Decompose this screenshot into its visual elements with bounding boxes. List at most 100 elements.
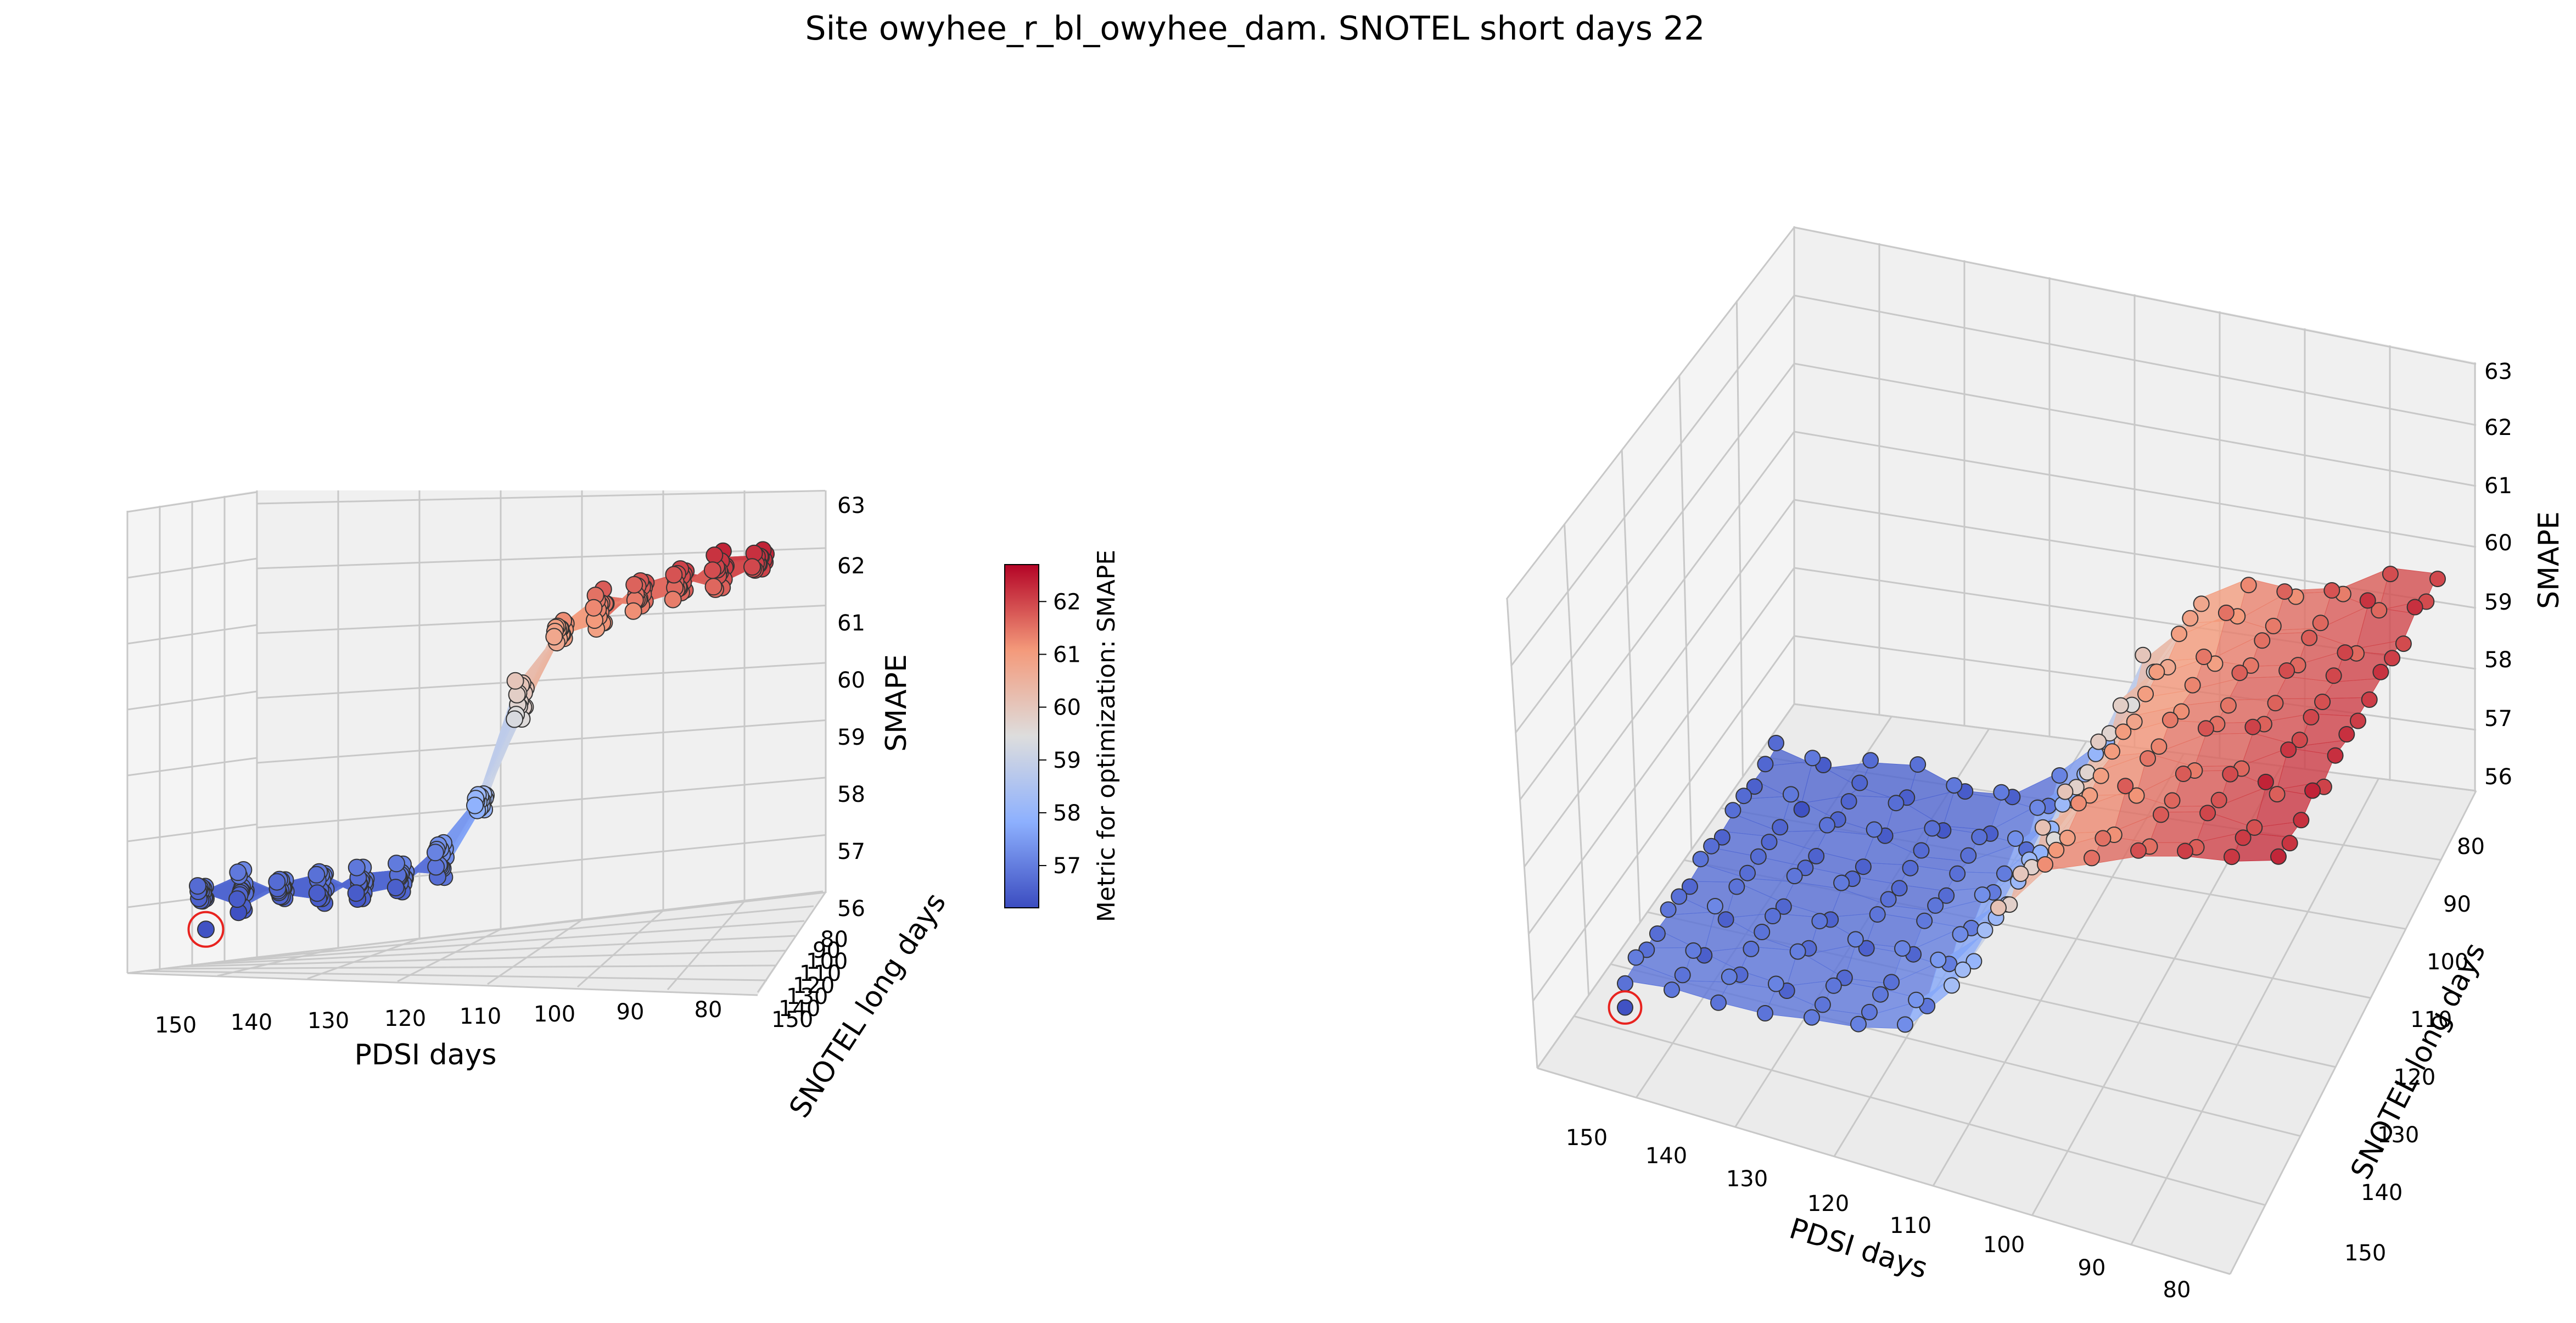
figure-title: Site owyhee_r_bl_owyhee_dam. SNOTEL shor…	[805, 9, 1705, 48]
left-scatter-point	[585, 599, 603, 617]
right-scatter-point	[1924, 820, 1941, 837]
right-x-tick-label: 140	[1645, 1143, 1687, 1169]
right-scatter-point	[2371, 602, 2388, 619]
right-scatter-point	[2314, 694, 2331, 710]
right-gridline	[1510, 295, 1795, 667]
right-scatter-point	[1861, 1003, 1878, 1020]
right-scatter-point	[2057, 783, 2074, 800]
right-gridline	[1505, 227, 1795, 600]
right-scatter-points	[1617, 566, 2446, 1033]
left-scatter-point	[308, 884, 326, 902]
left-scatter-point	[506, 710, 524, 728]
right-scatter-point	[2037, 856, 2053, 873]
right-scatter-point	[1908, 991, 1925, 1008]
left-z-axis-label: SMAPE	[880, 654, 913, 752]
right-scatter-point	[2079, 764, 2096, 781]
left-scatter-point	[624, 602, 642, 620]
right-scatter-point	[1735, 788, 1752, 805]
right-scatter-point	[1710, 994, 1727, 1011]
left-best-point	[197, 920, 215, 939]
right-scatter-point	[1883, 974, 1900, 991]
left-z-tick-label: 62	[837, 554, 865, 579]
left-y-tick-label: 100	[806, 949, 848, 974]
right-scatter-point	[2081, 787, 2098, 804]
right-y-tick-label: 100	[2427, 950, 2468, 975]
right-scatter-point	[1617, 975, 1633, 992]
right-scatter-point	[1862, 752, 1879, 769]
right-scatter-point	[1713, 829, 1731, 846]
left-gridline	[199, 935, 796, 965]
right-scatter-point	[1703, 838, 1720, 855]
right-scatter-point	[1944, 977, 1960, 994]
right-scatter-point	[2210, 791, 2227, 808]
right-scatter-point	[1909, 756, 1927, 773]
right-gridline	[1735, 300, 1744, 777]
left-y-tick-label: 110	[799, 961, 841, 986]
right-scatter-point	[2184, 677, 2201, 694]
colorbar-tick-label: 62	[1053, 589, 1081, 615]
right-gridline	[2229, 790, 2477, 1275]
right-scatter-point	[2012, 866, 2029, 882]
right-scatter-point	[1717, 911, 1734, 928]
right-scatter-point	[1949, 865, 1966, 882]
right-scatter-point	[2429, 571, 2446, 588]
right-z-ticks: 56 57 58 59 60 61 62 63	[2484, 359, 2512, 790]
right-scatter-point	[1955, 961, 1972, 978]
left-gridline	[256, 490, 826, 505]
right-scatter-point	[1681, 878, 1698, 895]
right-scatter-point	[1858, 940, 1875, 957]
left-scatter-point	[506, 672, 524, 690]
right-scatter-point	[2140, 750, 2156, 767]
right-scatter-point	[1946, 777, 1963, 794]
left-x-tick-label: 80	[695, 997, 723, 1023]
colorbar-tick-label: 61	[1053, 642, 1081, 667]
left-scatter-point	[388, 855, 405, 873]
right-scatter-point	[2350, 712, 2366, 729]
right-scatter-point	[1888, 795, 1905, 812]
left-back-wall-pane	[257, 490, 825, 957]
right-scatter-point	[2269, 786, 2286, 803]
left-y-tick-label: 130	[786, 984, 828, 1009]
right-scatter-point	[2051, 767, 2068, 784]
left-scatter-point	[228, 890, 247, 908]
left-x-axis-label: PDSI days	[354, 1039, 496, 1071]
right-scatter-point	[2112, 697, 2129, 714]
right-scatter-point	[2323, 582, 2340, 599]
right-scatter-point	[2090, 733, 2107, 750]
right-scatter-point	[1757, 1005, 1773, 1021]
colorbar-tick-label: 59	[1053, 748, 1081, 773]
right-scatter-point	[2070, 795, 2087, 812]
right-gridline	[1678, 375, 1693, 850]
right-scatter-point	[2173, 703, 2190, 720]
right-scatter-point	[2224, 848, 2240, 866]
right-scatter-point	[1851, 774, 1868, 791]
right-scatter-point	[2084, 850, 2100, 867]
right-x-ticks: 150 140 130 120 110 100 90 80	[1566, 1125, 2191, 1303]
right-scatter-point	[2217, 604, 2235, 621]
right-scatter-point	[1993, 784, 2010, 801]
right-gridline	[1536, 704, 1795, 1069]
right-scatter-point	[2254, 632, 2271, 649]
right-scatter-point	[2327, 747, 2344, 764]
right-scatter-point	[2267, 695, 2284, 712]
left-gridline	[127, 557, 257, 579]
left-z-tick-label: 63	[837, 493, 865, 518]
right-z-tick-label: 57	[2484, 706, 2512, 732]
right-gridline	[1523, 499, 1795, 868]
right-scatter-point	[2235, 829, 2252, 846]
colorbar: 57 58 59 60 61 62 Metric for optimization: SM…	[1004, 550, 1121, 922]
right-scatter-point	[1891, 880, 1908, 897]
right-scatter-point	[2372, 663, 2389, 680]
right-scatter-point	[2231, 665, 2248, 682]
right-scatter-point	[1814, 996, 1831, 1013]
colorbar-tick-label: 58	[1053, 801, 1081, 826]
left-gridline	[256, 662, 826, 699]
right-z-tick-label: 63	[2484, 359, 2512, 384]
right-x-tick-label: 100	[1983, 1232, 2025, 1258]
right-scatter-point	[1804, 1009, 1820, 1026]
left-scatter-point	[705, 546, 724, 565]
right-scatter-point	[2117, 778, 2134, 795]
left-gridline	[127, 972, 758, 996]
